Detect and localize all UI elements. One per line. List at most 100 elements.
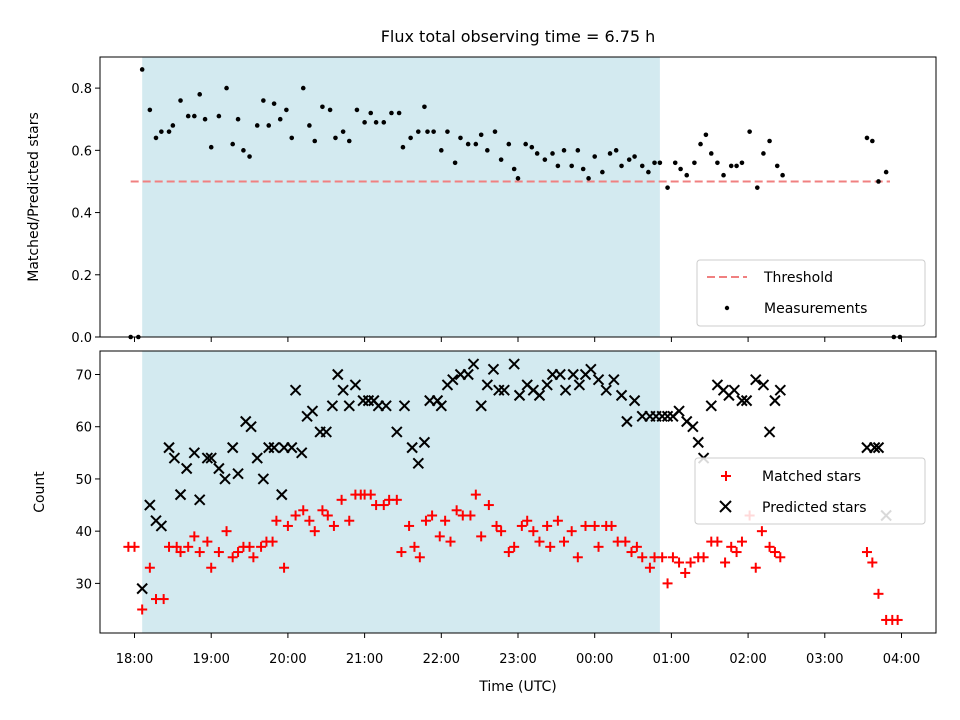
predicted-star-point (757, 379, 770, 391)
measurement-point (515, 176, 521, 181)
count-ylabel: Count (32, 471, 48, 513)
measurement-point (734, 163, 739, 169)
matched-star-point (175, 547, 186, 558)
ytick-label: 70 (75, 369, 92, 384)
matched-star-point (317, 505, 328, 516)
predicted-star-point (391, 426, 403, 438)
predicted-star-point (872, 441, 885, 454)
measurement-point (159, 129, 164, 134)
measurement-point (883, 169, 889, 175)
ytick-label: 50 (75, 473, 92, 488)
matched-star-point (483, 500, 494, 511)
matched-star-point (566, 526, 577, 537)
predicted-star-point (573, 379, 586, 391)
measurement-point (555, 163, 561, 169)
predicted-star-point (447, 374, 459, 386)
measurement-point (506, 141, 512, 147)
measurement-point (780, 172, 785, 178)
matched-star-point (503, 547, 514, 558)
matched-star-point (861, 547, 872, 558)
measurement-point (478, 132, 484, 138)
matched-star-point (445, 536, 456, 547)
ytick-label: 0.0 (71, 331, 92, 346)
matched-star-point (534, 536, 545, 547)
measurement-point (284, 107, 289, 113)
predicted-star-point (406, 441, 418, 454)
measurement-point (277, 116, 283, 122)
matched-star-point (528, 526, 539, 537)
measurement-point (626, 157, 632, 162)
xtick-label: 03:00 (806, 652, 843, 667)
predicted-star-point (286, 441, 298, 454)
measurement-point (646, 169, 651, 175)
predicted-star-point (343, 400, 355, 412)
measurement-point (550, 151, 555, 156)
matched-stars-points (123, 489, 903, 625)
predicted-star-point (628, 394, 641, 407)
predicted-star-point (508, 358, 520, 370)
measurement-point (396, 110, 402, 116)
measurement-point (458, 135, 463, 141)
measurement-point (465, 141, 471, 147)
matched-star-point (391, 494, 402, 505)
matched-star-point (248, 552, 259, 563)
chart-title: Flux total observing time = 6.75 h (381, 27, 656, 46)
measurement-point (147, 107, 153, 113)
matched-star-point (542, 520, 553, 531)
matched-star-point (309, 526, 320, 537)
measurement-point (289, 135, 295, 141)
predicted-star-point (661, 410, 674, 422)
legend-entry-threshold: Threshold (763, 270, 833, 286)
measurement-point (665, 185, 670, 190)
predicted-star-point (740, 394, 753, 407)
predicted-star-point (418, 436, 431, 449)
observing-window-bottom (142, 351, 660, 633)
measurement-point (254, 123, 260, 128)
matched-star-point (559, 536, 570, 547)
measurement-point (354, 107, 360, 113)
measurement-point (774, 163, 780, 169)
predicted-star-point (687, 421, 699, 433)
measurement-point (511, 166, 517, 172)
predicted-star-point (585, 363, 597, 375)
measurement-point (492, 129, 498, 134)
measurement-point (166, 129, 172, 134)
legend-entry-matched: Matched stars (762, 469, 861, 485)
matched-star-point (606, 520, 617, 531)
predicted-star-point (600, 384, 612, 396)
measurement-point (485, 148, 490, 153)
matched-star-point (396, 547, 407, 558)
ytick-label: 40 (75, 525, 92, 540)
predicted-star-point (136, 582, 148, 595)
predicted-star-point (692, 436, 704, 449)
measurement-point (340, 129, 346, 134)
measurement-point (652, 160, 657, 166)
measurement-point (139, 67, 145, 72)
predicted-star-point (180, 462, 193, 475)
xtick-label: 02:00 (729, 652, 766, 667)
measurement-point (333, 135, 338, 141)
matched-star-point (476, 531, 487, 542)
measurement-point (216, 113, 222, 119)
time-xticks: 18:00 19:00 20:00 21:00 22:00 23:00 00:00 01:00… (116, 633, 920, 667)
matched-star-point (667, 552, 678, 563)
matched-star-point (158, 594, 169, 605)
ratio-panel: 0.00.20.40.60.8 Matched/Predicted stars … (26, 56, 937, 346)
predicted-star-point (268, 441, 280, 454)
matched-star-point (731, 547, 742, 558)
measurement-point (684, 172, 690, 178)
time-xlabel: Time (UTC) (478, 679, 556, 695)
predicted-star-point (736, 394, 748, 407)
measurement-point (389, 110, 394, 116)
predicted-star-point (481, 379, 494, 391)
matched-star-point (322, 510, 333, 521)
predicted-star-point (475, 400, 487, 412)
measurement-point (715, 160, 720, 166)
xtick-label: 23:00 (499, 652, 536, 667)
measurement-point (247, 154, 252, 159)
predicted-star-point (326, 400, 339, 412)
matched-star-point (189, 531, 200, 542)
measurement-point (185, 113, 191, 119)
matched-star-point (465, 510, 476, 521)
measurement-point (672, 160, 678, 166)
